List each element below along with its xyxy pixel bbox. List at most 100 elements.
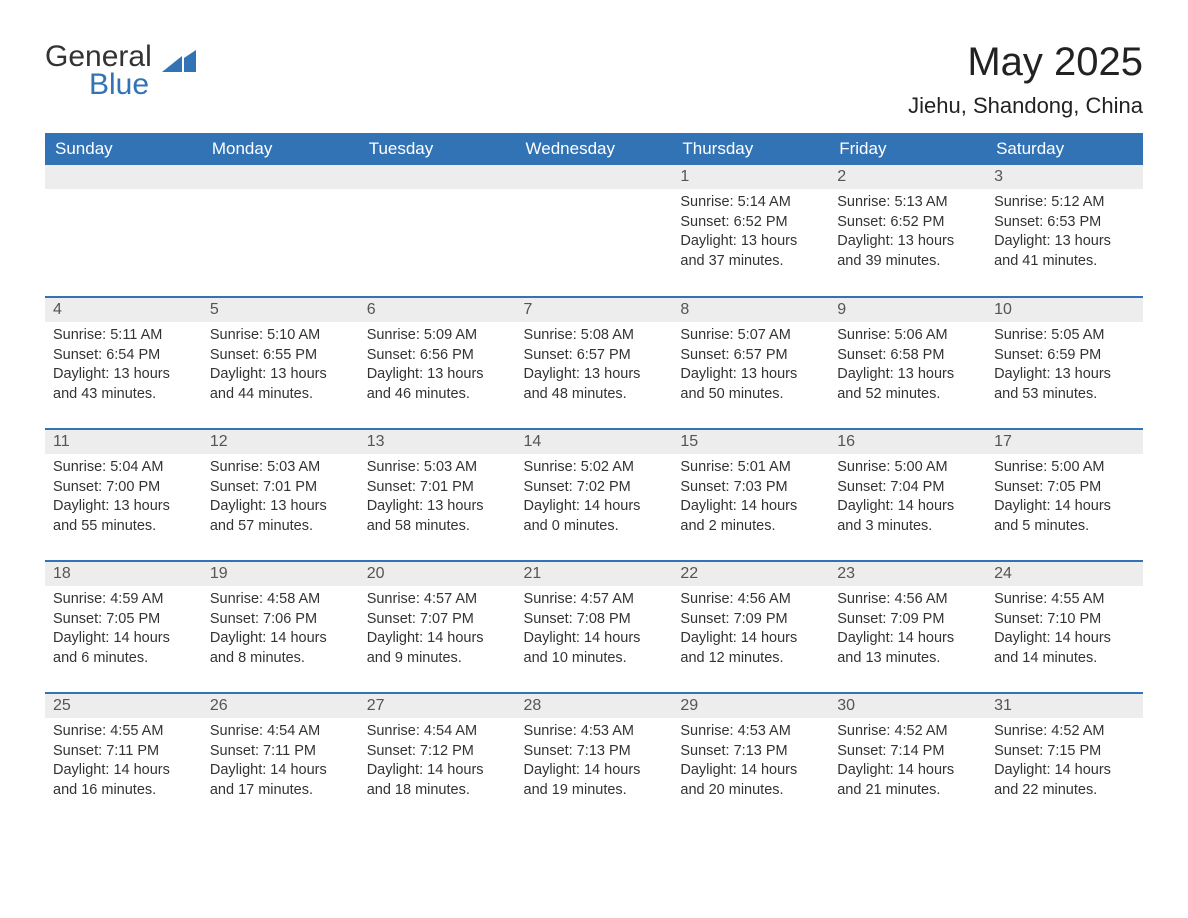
day-content: Sunrise: 5:12 AMSunset: 6:53 PMDaylight:… — [986, 189, 1143, 281]
title-block: May 2025 Jiehu, Shandong, China — [908, 40, 1143, 119]
daylight-text: Daylight: 14 hours and 20 minutes. — [680, 761, 821, 800]
day-content: Sunrise: 4:59 AMSunset: 7:05 PMDaylight:… — [45, 586, 202, 678]
day-cell: 14Sunrise: 5:02 AMSunset: 7:02 PMDayligh… — [516, 429, 673, 561]
sunset-text: Sunset: 7:07 PM — [367, 610, 508, 630]
day-number: 20 — [359, 562, 516, 586]
sunset-text: Sunset: 6:52 PM — [837, 213, 978, 233]
day-number: 17 — [986, 430, 1143, 454]
day-cell — [45, 165, 202, 297]
day-number — [45, 165, 202, 189]
day-cell: 13Sunrise: 5:03 AMSunset: 7:01 PMDayligh… — [359, 429, 516, 561]
day-content: Sunrise: 5:06 AMSunset: 6:58 PMDaylight:… — [829, 322, 986, 414]
day-cell — [359, 165, 516, 297]
sunset-text: Sunset: 6:53 PM — [994, 213, 1135, 233]
day-number: 22 — [672, 562, 829, 586]
day-number: 4 — [45, 298, 202, 322]
day-content: Sunrise: 4:55 AMSunset: 7:11 PMDaylight:… — [45, 718, 202, 810]
sunset-text: Sunset: 6:55 PM — [210, 346, 351, 366]
week-row: 18Sunrise: 4:59 AMSunset: 7:05 PMDayligh… — [45, 561, 1143, 693]
sunset-text: Sunset: 7:02 PM — [524, 478, 665, 498]
logo-text-blue: Blue — [89, 68, 198, 102]
sunset-text: Sunset: 7:09 PM — [680, 610, 821, 630]
sunrise-text: Sunrise: 5:08 AM — [524, 326, 665, 346]
day-content: Sunrise: 5:02 AMSunset: 7:02 PMDaylight:… — [516, 454, 673, 546]
day-content: Sunrise: 4:57 AMSunset: 7:08 PMDaylight:… — [516, 586, 673, 678]
dayhead-sunday: Sunday — [45, 133, 202, 165]
sunrise-text: Sunrise: 4:52 AM — [837, 722, 978, 742]
week-row: 4Sunrise: 5:11 AMSunset: 6:54 PMDaylight… — [45, 297, 1143, 429]
sunrise-text: Sunrise: 5:03 AM — [210, 458, 351, 478]
day-content: Sunrise: 5:04 AMSunset: 7:00 PMDaylight:… — [45, 454, 202, 546]
week-row: 25Sunrise: 4:55 AMSunset: 7:11 PMDayligh… — [45, 693, 1143, 825]
day-cell: 11Sunrise: 5:04 AMSunset: 7:00 PMDayligh… — [45, 429, 202, 561]
day-cell: 20Sunrise: 4:57 AMSunset: 7:07 PMDayligh… — [359, 561, 516, 693]
sunset-text: Sunset: 7:01 PM — [210, 478, 351, 498]
day-cell: 8Sunrise: 5:07 AMSunset: 6:57 PMDaylight… — [672, 297, 829, 429]
day-cell: 15Sunrise: 5:01 AMSunset: 7:03 PMDayligh… — [672, 429, 829, 561]
sunrise-text: Sunrise: 4:57 AM — [524, 590, 665, 610]
sunset-text: Sunset: 7:06 PM — [210, 610, 351, 630]
day-number: 31 — [986, 694, 1143, 718]
day-cell: 7Sunrise: 5:08 AMSunset: 6:57 PMDaylight… — [516, 297, 673, 429]
logo-flag-icon — [162, 50, 196, 72]
day-header-row: Sunday Monday Tuesday Wednesday Thursday… — [45, 133, 1143, 165]
day-cell: 16Sunrise: 5:00 AMSunset: 7:04 PMDayligh… — [829, 429, 986, 561]
day-cell: 5Sunrise: 5:10 AMSunset: 6:55 PMDaylight… — [202, 297, 359, 429]
day-number: 14 — [516, 430, 673, 454]
daylight-text: Daylight: 14 hours and 8 minutes. — [210, 629, 351, 668]
sunrise-text: Sunrise: 4:56 AM — [837, 590, 978, 610]
day-content: Sunrise: 5:14 AMSunset: 6:52 PMDaylight:… — [672, 189, 829, 281]
sunset-text: Sunset: 7:11 PM — [210, 742, 351, 762]
daylight-text: Daylight: 13 hours and 50 minutes. — [680, 365, 821, 404]
week-row: 1Sunrise: 5:14 AMSunset: 6:52 PMDaylight… — [45, 165, 1143, 297]
sunrise-text: Sunrise: 4:54 AM — [210, 722, 351, 742]
sunrise-text: Sunrise: 5:04 AM — [53, 458, 194, 478]
day-content: Sunrise: 5:10 AMSunset: 6:55 PMDaylight:… — [202, 322, 359, 414]
sunset-text: Sunset: 7:11 PM — [53, 742, 194, 762]
day-cell: 9Sunrise: 5:06 AMSunset: 6:58 PMDaylight… — [829, 297, 986, 429]
day-number: 26 — [202, 694, 359, 718]
page-title: May 2025 — [908, 40, 1143, 85]
day-content — [516, 189, 673, 203]
sunset-text: Sunset: 7:10 PM — [994, 610, 1135, 630]
sunrise-text: Sunrise: 5:07 AM — [680, 326, 821, 346]
dayhead-tuesday: Tuesday — [359, 133, 516, 165]
day-number: 29 — [672, 694, 829, 718]
header: General Blue May 2025 Jiehu, Shandong, C… — [45, 40, 1143, 119]
day-content: Sunrise: 5:01 AMSunset: 7:03 PMDaylight:… — [672, 454, 829, 546]
sunrise-text: Sunrise: 5:00 AM — [994, 458, 1135, 478]
sunset-text: Sunset: 7:04 PM — [837, 478, 978, 498]
day-cell: 23Sunrise: 4:56 AMSunset: 7:09 PMDayligh… — [829, 561, 986, 693]
day-cell: 28Sunrise: 4:53 AMSunset: 7:13 PMDayligh… — [516, 693, 673, 825]
day-cell: 12Sunrise: 5:03 AMSunset: 7:01 PMDayligh… — [202, 429, 359, 561]
sunrise-text: Sunrise: 5:10 AM — [210, 326, 351, 346]
daylight-text: Daylight: 14 hours and 12 minutes. — [680, 629, 821, 668]
week-row: 11Sunrise: 5:04 AMSunset: 7:00 PMDayligh… — [45, 429, 1143, 561]
daylight-text: Daylight: 14 hours and 6 minutes. — [53, 629, 194, 668]
daylight-text: Daylight: 13 hours and 46 minutes. — [367, 365, 508, 404]
daylight-text: Daylight: 13 hours and 55 minutes. — [53, 497, 194, 536]
sunset-text: Sunset: 6:54 PM — [53, 346, 194, 366]
day-cell: 17Sunrise: 5:00 AMSunset: 7:05 PMDayligh… — [986, 429, 1143, 561]
sunrise-text: Sunrise: 5:00 AM — [837, 458, 978, 478]
day-cell: 10Sunrise: 5:05 AMSunset: 6:59 PMDayligh… — [986, 297, 1143, 429]
day-content: Sunrise: 5:03 AMSunset: 7:01 PMDaylight:… — [359, 454, 516, 546]
daylight-text: Daylight: 14 hours and 16 minutes. — [53, 761, 194, 800]
day-cell: 21Sunrise: 4:57 AMSunset: 7:08 PMDayligh… — [516, 561, 673, 693]
sunset-text: Sunset: 6:52 PM — [680, 213, 821, 233]
location: Jiehu, Shandong, China — [908, 93, 1143, 119]
day-cell: 31Sunrise: 4:52 AMSunset: 7:15 PMDayligh… — [986, 693, 1143, 825]
day-number: 11 — [45, 430, 202, 454]
day-cell: 29Sunrise: 4:53 AMSunset: 7:13 PMDayligh… — [672, 693, 829, 825]
daylight-text: Daylight: 13 hours and 41 minutes. — [994, 232, 1135, 271]
sunrise-text: Sunrise: 4:52 AM — [994, 722, 1135, 742]
day-content: Sunrise: 5:07 AMSunset: 6:57 PMDaylight:… — [672, 322, 829, 414]
sunrise-text: Sunrise: 5:12 AM — [994, 193, 1135, 213]
day-number: 3 — [986, 165, 1143, 189]
sunrise-text: Sunrise: 4:53 AM — [680, 722, 821, 742]
daylight-text: Daylight: 13 hours and 44 minutes. — [210, 365, 351, 404]
day-number: 9 — [829, 298, 986, 322]
day-cell: 6Sunrise: 5:09 AMSunset: 6:56 PMDaylight… — [359, 297, 516, 429]
day-number: 19 — [202, 562, 359, 586]
day-number: 30 — [829, 694, 986, 718]
